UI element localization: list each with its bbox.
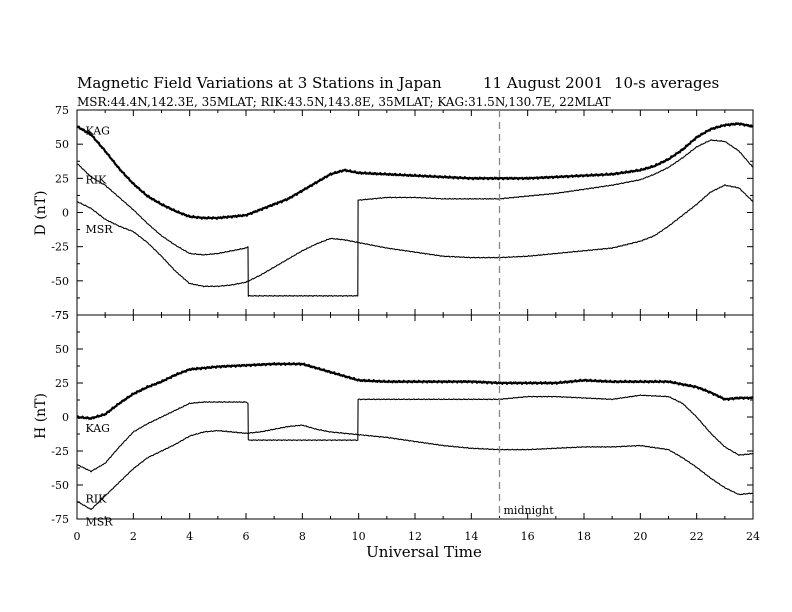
d-panel-ylabel: D (nT) (33, 191, 49, 236)
y-tick-label: 50 (55, 138, 69, 151)
series-line-rik (76, 139, 754, 297)
x-tick-label: 14 (464, 530, 478, 543)
x-tick-label: 20 (633, 530, 647, 543)
x-tick-label: 16 (521, 530, 535, 543)
y-tick-label: 75 (55, 309, 69, 322)
h-component-panel: 75 50 25 0 -25 -50 -75 KAG RIK MSR (51, 309, 754, 529)
y-tick-label: 75 (55, 104, 69, 117)
series-line-msr (76, 184, 754, 288)
y-tick-label: 0 (62, 207, 69, 220)
series-line-rik (76, 394, 753, 473)
x-tick-label: 2 (130, 530, 137, 543)
series-label-msr: MSR (85, 223, 113, 236)
series-label-rik: RIK (85, 493, 107, 506)
x-tick-label: 12 (408, 530, 422, 543)
x-axis: 0 2 4 6 8 10 12 14 16 18 20 22 24 (74, 530, 761, 543)
x-tick-label: 18 (577, 530, 591, 543)
series-label-msr: MSR (85, 516, 113, 529)
midnight-label: midnight (504, 504, 555, 517)
chart-title: Magnetic Field Variations at 3 Stations … (77, 74, 442, 92)
x-tick-label: 6 (243, 530, 250, 543)
x-tick-label: 22 (690, 530, 704, 543)
series-label-kag: KAG (85, 125, 110, 138)
x-tick-label: 4 (186, 530, 193, 543)
y-tick-label: 50 (55, 343, 69, 356)
series-line-kag (76, 362, 754, 420)
y-tick-label: -25 (51, 241, 69, 254)
x-tick-label: 24 (746, 530, 760, 543)
series-label-kag: KAG (85, 422, 110, 435)
y-tick-label: -50 (51, 275, 69, 288)
chart-date: 11 August 2001 (483, 74, 603, 92)
y-tick-label: 25 (55, 377, 69, 390)
y-tick-label: 25 (55, 172, 69, 185)
y-tick-label: -25 (51, 445, 69, 458)
d-component-panel: 75 50 25 0 -25 -50 -75 KAG RIK MSR (51, 104, 754, 322)
x-axis-label: Universal Time (366, 543, 482, 561)
y-tick-label: -75 (51, 309, 69, 322)
x-tick-label: 0 (74, 530, 81, 543)
chart-subtitle: MSR:44.4N,142.3E, 35MLAT; RIK:43.5N,143.… (77, 95, 611, 109)
series-line-msr (76, 424, 754, 511)
chart-averaging: 10-s averages (614, 74, 719, 92)
y-tick-label: -50 (51, 479, 69, 492)
x-tick-label: 10 (352, 530, 366, 543)
y-tick-label: 0 (62, 411, 69, 424)
series-line-kag (76, 122, 754, 220)
panel-frame (76, 314, 754, 520)
y-tick-label: -75 (51, 513, 69, 526)
x-tick-label: 8 (299, 530, 306, 543)
h-panel-ylabel: H (nT) (33, 393, 49, 439)
series-label-rik: RIK (85, 174, 107, 187)
